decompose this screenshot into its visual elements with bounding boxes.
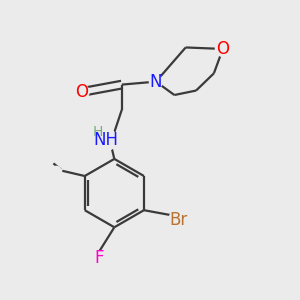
Circle shape (215, 41, 230, 56)
Circle shape (52, 166, 61, 175)
Text: NH: NH (93, 130, 118, 148)
Text: O: O (216, 40, 229, 58)
Circle shape (94, 128, 117, 151)
Circle shape (74, 85, 89, 100)
Circle shape (169, 210, 188, 230)
Text: O: O (75, 83, 88, 101)
Circle shape (149, 75, 163, 88)
Text: H: H (93, 125, 103, 139)
Text: F: F (95, 250, 104, 268)
Text: Br: Br (169, 211, 188, 229)
Text: N: N (150, 73, 162, 91)
Circle shape (93, 252, 106, 265)
